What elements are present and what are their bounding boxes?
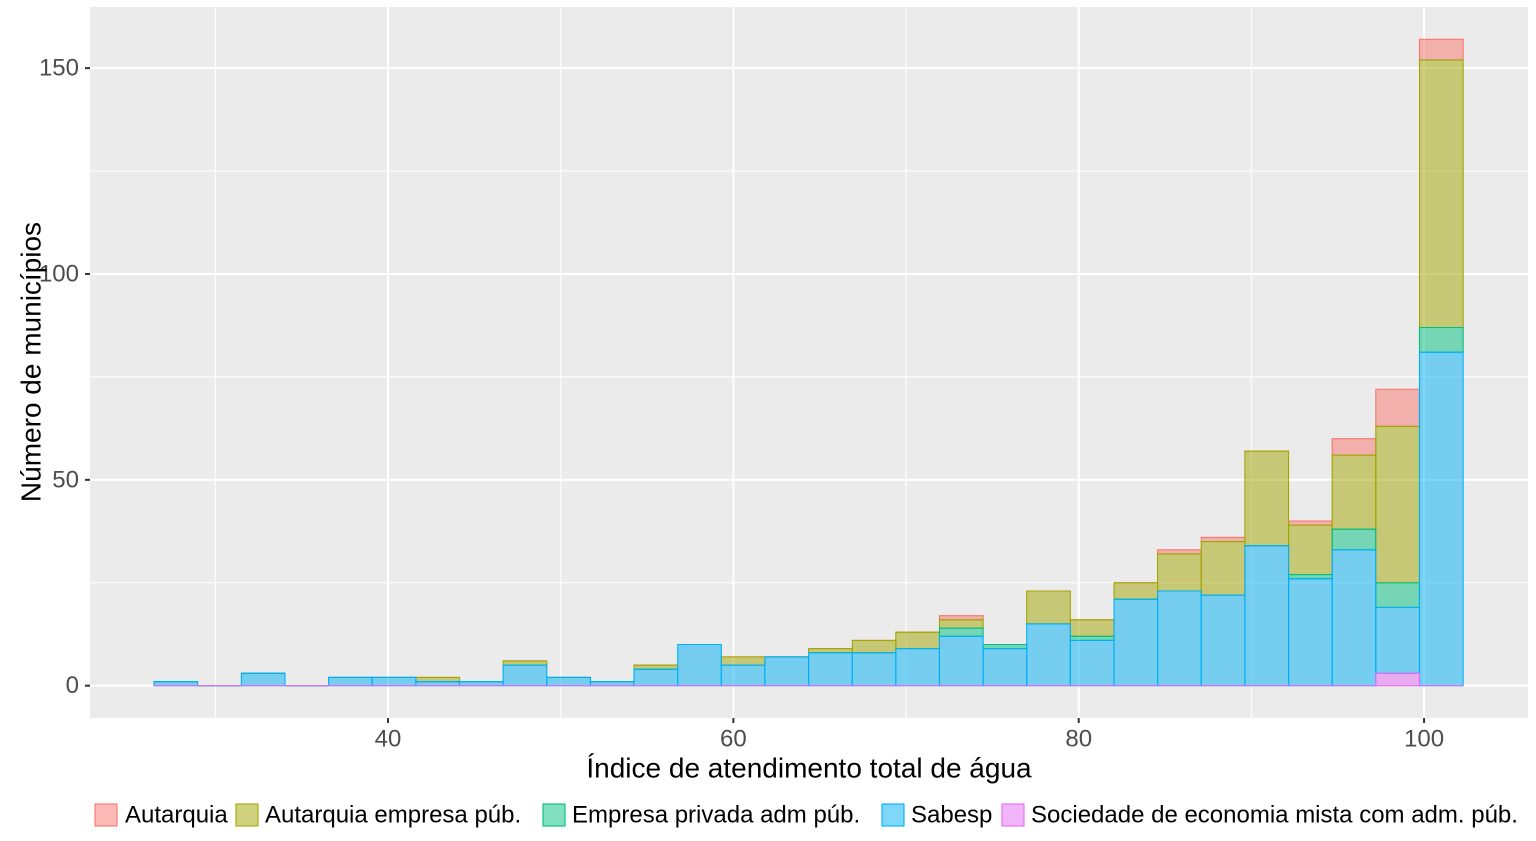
- bar-autarquia-bin-25: [1200, 536, 1246, 543]
- legend-item-sociedade-economia-mista: Sociedade de economia mista com adm. púb…: [1001, 802, 1518, 829]
- bar-autarquia-empresa-pub-bin-17: [851, 639, 897, 654]
- bar-sabesp-bin-9: [502, 664, 548, 687]
- bar-autarquia-bin-28: [1331, 438, 1377, 456]
- bar-sabesp-bin-7: [415, 681, 461, 687]
- bar-sociedade-de-economia-mista-com-adm-pub-bin-29: [1375, 672, 1420, 687]
- bar-autarquia-empresa-pub-bin-9: [502, 660, 548, 666]
- bar-sabesp-bin-17: [851, 652, 897, 687]
- bar-sabesp-bin-25: [1200, 594, 1246, 687]
- bar-empresa-privada-adm-pub-bin-22: [1069, 635, 1115, 641]
- histogram-bars: [153, 38, 1464, 687]
- bar-empresa-privada-adm-pub-bin-27: [1288, 573, 1333, 580]
- bar-autarquia-empresa-pub-bin-27: [1288, 524, 1333, 576]
- bar-autarquia-empresa-pub-bin-30: [1418, 59, 1464, 329]
- bar-autarquia-bin-29: [1375, 388, 1420, 427]
- bar-sabesp-bin-1: [153, 681, 199, 687]
- bar-autarquia-bin-24: [1157, 549, 1202, 555]
- bar-sabesp-bin-3: [240, 672, 286, 687]
- bar-sabesp-bin-13: [677, 643, 722, 687]
- x-tick-label: 40: [375, 726, 402, 753]
- bar-sabesp-bin-12: [633, 668, 679, 687]
- y-tick-label: 0: [66, 672, 79, 699]
- bar-autarquia-empresa-pub-bin-23: [1113, 582, 1159, 600]
- bar-sabesp-bin-26: [1244, 545, 1290, 687]
- bar-autarquia-bin-19: [938, 615, 984, 621]
- bar-sabesp-bin-27: [1288, 578, 1333, 687]
- y-axis: 0 50 100 150: [39, 55, 90, 699]
- bar-autarquia-empresa-pub-bin-7: [415, 676, 461, 683]
- bar-autarquia-empresa-pub-bin-26: [1244, 450, 1290, 547]
- bar-empresa-privada-adm-pub-bin-29: [1375, 582, 1420, 609]
- legend-label-autarquia-empresa-pub: Autarquia empresa púb.: [265, 802, 521, 829]
- bar-autarquia-empresa-pub-bin-24: [1157, 553, 1202, 592]
- bar-sabesp-bin-24: [1157, 590, 1202, 687]
- bar-sabesp-bin-21: [1026, 623, 1071, 687]
- bar-sabesp-bin-20: [982, 648, 1028, 687]
- series-autarquia-empresa-pub: [154, 59, 1464, 687]
- legend-key-empresa-privada-adm-pub: [542, 803, 566, 827]
- series-sabesp: [153, 351, 1464, 687]
- bar-sabesp-bin-16: [808, 652, 853, 687]
- y-tick-label: 150: [39, 55, 79, 82]
- legend-item-autarquia-empresa-pub: Autarquia empresa púb.: [235, 802, 521, 829]
- bar-sabesp-bin-19: [938, 635, 984, 687]
- y-tick-label: 50: [52, 466, 79, 493]
- legend-label-sociedade-economia-mista: Sociedade de economia mista com adm. púb…: [1031, 802, 1518, 829]
- bar-sabesp-bin-6: [371, 676, 417, 687]
- legend-key-autarquia-empresa-pub: [235, 803, 259, 827]
- bar-autarquia-empresa-pub-bin-25: [1200, 541, 1246, 596]
- bar-sabesp-bin-23: [1113, 598, 1159, 687]
- legend: Autarquia Autarquia empresa púb. Empresa…: [94, 802, 1518, 829]
- x-tick-label: 60: [720, 726, 747, 753]
- bar-sabesp-bin-18: [895, 648, 940, 687]
- bar-sabesp-bin-11: [589, 681, 635, 687]
- legend-key-sabesp: [881, 803, 905, 827]
- bar-autarquia-empresa-pub-bin-19: [938, 619, 984, 629]
- bar-autarquia-empresa-pub-bin-29: [1375, 425, 1420, 584]
- x-axis: 40 60 80 100: [375, 718, 1444, 753]
- legend-key-sociedade-economia-mista: [1001, 803, 1025, 827]
- bar-sabesp-bin-29: [1375, 606, 1420, 674]
- x-axis-title: Índice de atendimento total de água: [586, 753, 1032, 784]
- legend-label-empresa-privada-adm-pub: Empresa privada adm púb.: [572, 802, 860, 829]
- bar-empresa-privada-adm-pub-bin-28: [1331, 528, 1377, 551]
- y-tick-label: 100: [39, 260, 79, 287]
- x-tick-label: 100: [1404, 726, 1444, 753]
- bar-sabesp-bin-8: [458, 681, 504, 687]
- bar-autarquia-bin-27: [1288, 520, 1333, 526]
- bar-autarquia-empresa-pub-bin-16: [808, 648, 853, 654]
- bar-empresa-privada-adm-pub-bin-19: [938, 627, 984, 637]
- bar-sabesp-bin-28: [1331, 549, 1377, 687]
- legend-label-sabesp: Sabesp: [911, 802, 992, 829]
- bar-empresa-privada-adm-pub-bin-30: [1418, 326, 1464, 353]
- legend-item-sabesp: Sabesp: [881, 802, 992, 829]
- legend-key-autarquia: [94, 803, 118, 827]
- series-sociedade-de-economia-mista-com-adm-pub: [154, 672, 1464, 687]
- bar-autarquia-empresa-pub-bin-28: [1331, 454, 1377, 530]
- bar-sabesp-bin-5: [328, 676, 373, 687]
- bar-sabesp-bin-14: [720, 664, 766, 687]
- legend-item-autarquia: Autarquia: [94, 802, 228, 829]
- y-axis-title: Número de municípios: [16, 222, 47, 502]
- bar-sabesp-bin-30: [1418, 351, 1464, 687]
- x-tick-label: 80: [1065, 726, 1092, 753]
- bar-autarquia-empresa-pub-bin-18: [895, 631, 940, 650]
- legend-label-autarquia: Autarquia: [125, 802, 228, 829]
- bar-autarquia-bin-30: [1418, 38, 1464, 61]
- bar-autarquia-empresa-pub-bin-12: [633, 664, 679, 670]
- bar-empresa-privada-adm-pub-bin-20: [982, 643, 1028, 650]
- bar-sabesp-bin-10: [546, 676, 592, 687]
- bar-sabesp-bin-15: [764, 656, 810, 687]
- bar-sabesp-bin-22: [1069, 639, 1115, 687]
- legend-item-empresa-privada-adm-pub: Empresa privada adm púb.: [542, 802, 860, 829]
- bar-autarquia-empresa-pub-bin-14: [720, 656, 766, 666]
- bar-autarquia-empresa-pub-bin-21: [1026, 590, 1071, 625]
- bar-autarquia-empresa-pub-bin-22: [1069, 619, 1115, 637]
